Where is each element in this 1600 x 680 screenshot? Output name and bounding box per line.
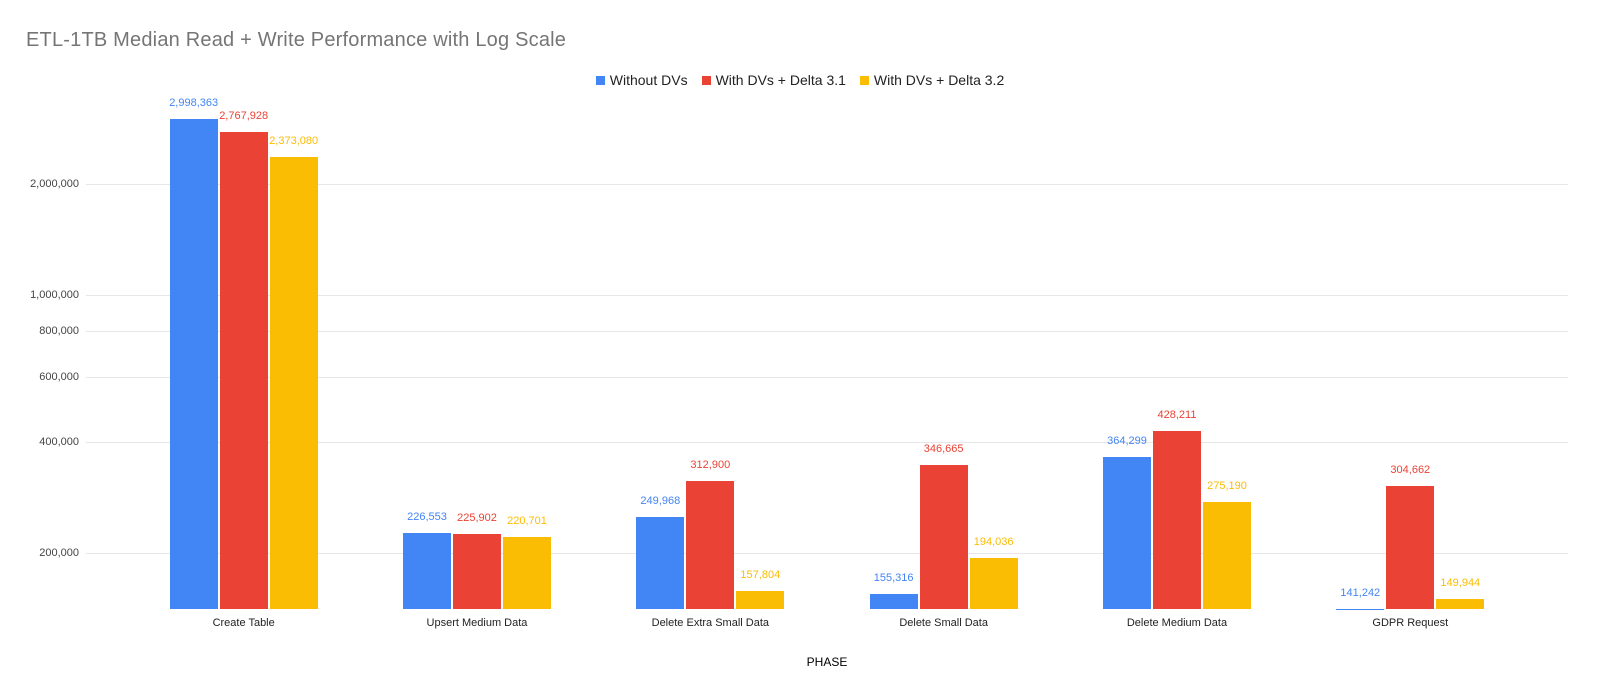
x-category-label: Delete Small Data xyxy=(899,617,988,629)
y-tick-label: 400,000 xyxy=(39,435,79,448)
gridline xyxy=(86,441,1568,443)
y-tick-label: 800,000 xyxy=(39,324,79,337)
bar-value-label: 304,662 xyxy=(1390,463,1431,476)
bar: 364,299 xyxy=(1102,435,1151,609)
bar-value-label: 157,804 xyxy=(740,569,781,581)
bar: 220,701 xyxy=(502,515,551,609)
bar-value-label: 141,242 xyxy=(1340,586,1381,599)
bar: 149,944 xyxy=(1436,577,1485,609)
x-category-label: Delete Extra Small Data xyxy=(651,617,770,629)
bar-value-label: 346,665 xyxy=(923,442,964,455)
bar-value-label: 275,190 xyxy=(1207,479,1247,492)
bar-value-label: 2,998,363 xyxy=(169,97,219,110)
bar: 312,900 xyxy=(686,459,735,609)
bar-value-label: 2,767,928 xyxy=(219,109,269,122)
bar-group: 249,968 312,900 157,804 xyxy=(594,95,827,609)
y-tick-label: 600,000 xyxy=(39,370,79,383)
x-category-label: GDPR Request xyxy=(1372,617,1449,629)
gridline xyxy=(86,330,1568,332)
legend-label: With DVs + Delta 3.2 xyxy=(873,72,1005,88)
bar-value-label: 225,902 xyxy=(457,511,497,524)
gridline-layer xyxy=(86,0,1568,680)
bar-value-label: 220,701 xyxy=(507,515,547,528)
bar: 275,190 xyxy=(1202,480,1251,609)
y-tick-label: 1,000,000 xyxy=(30,289,79,302)
bar-value-label: 226,553 xyxy=(407,511,447,523)
bar: 194,036 xyxy=(969,536,1018,609)
bar: 225,902 xyxy=(452,512,501,609)
bar-value-label: 364,299 xyxy=(1107,434,1147,447)
x-axis-title: PHASE xyxy=(806,655,848,669)
y-tick-label: 2,000,000 xyxy=(30,178,79,190)
gridline xyxy=(86,295,1568,297)
bar-value-label: 312,900 xyxy=(690,459,731,472)
bar: 346,665 xyxy=(919,443,968,609)
bar: 157,804 xyxy=(736,569,785,609)
legend-swatch-icon xyxy=(701,75,711,85)
bar-group: 364,299 428,211 275,190 xyxy=(1060,95,1293,609)
x-category-label: Create Table xyxy=(212,617,275,629)
x-category-label: Upsert Medium Data xyxy=(426,617,528,629)
bar: 428,211 xyxy=(1152,409,1201,609)
plot-area: 2,998,363 2,767,928 2,373,080 226,553 225,90… xyxy=(127,95,1527,609)
bar: 226,553 xyxy=(402,511,451,609)
bar: 155,316 xyxy=(869,572,918,609)
legend-label: Without DVs xyxy=(609,72,688,88)
bar: 2,767,928 xyxy=(219,110,268,609)
y-tick-label: 200,000 xyxy=(39,547,79,559)
bar-group: 2,998,363 2,767,928 2,373,080 xyxy=(127,95,360,609)
bar-value-label: 194,036 xyxy=(973,535,1014,548)
bar-value-label: 249,968 xyxy=(640,495,681,508)
legend-swatch-icon xyxy=(859,75,869,85)
gridline xyxy=(86,376,1568,378)
bar-value-label: 2,373,080 xyxy=(269,134,319,147)
chart-title: ETL-1TB Median Read + Write Performance … xyxy=(26,29,567,51)
legend-item: With DVs + Delta 3.2 xyxy=(859,72,1005,88)
bar: 249,968 xyxy=(636,495,685,609)
legend-item: Without DVs xyxy=(595,72,688,88)
legend-item: With DVs + Delta 3.1 xyxy=(701,72,846,88)
bar-value-label: 149,944 xyxy=(1440,577,1481,590)
bar-group: 141,242 304,662 149,944 xyxy=(1294,95,1527,609)
x-category-label: Delete Medium Data xyxy=(1126,617,1228,629)
legend: Without DVs With DVs + Delta 3.1 With DVs … xyxy=(0,72,1600,88)
bar-value-label: 155,316 xyxy=(873,571,914,584)
x-axis-category-labels: Create Table Upsert Medium Data Delete Ext… xyxy=(127,617,1527,629)
y-axis-tick-labels: 200,000 400,000 600,000 800,000 1,000,000 2,0… xyxy=(0,0,79,680)
gridline xyxy=(86,553,1568,554)
bar-value-label: 428,211 xyxy=(1157,409,1197,421)
bar: 2,373,080 xyxy=(269,135,318,609)
bar: 2,998,363 xyxy=(169,97,218,609)
legend-swatch-icon xyxy=(595,75,605,85)
bar-group: 226,553 225,902 220,701 xyxy=(360,95,593,609)
bar-group: 155,316 346,665 194,036 xyxy=(827,95,1060,609)
gridline xyxy=(86,184,1568,185)
bar: 304,662 xyxy=(1386,464,1435,609)
legend-label: With DVs + Delta 3.1 xyxy=(715,72,846,88)
